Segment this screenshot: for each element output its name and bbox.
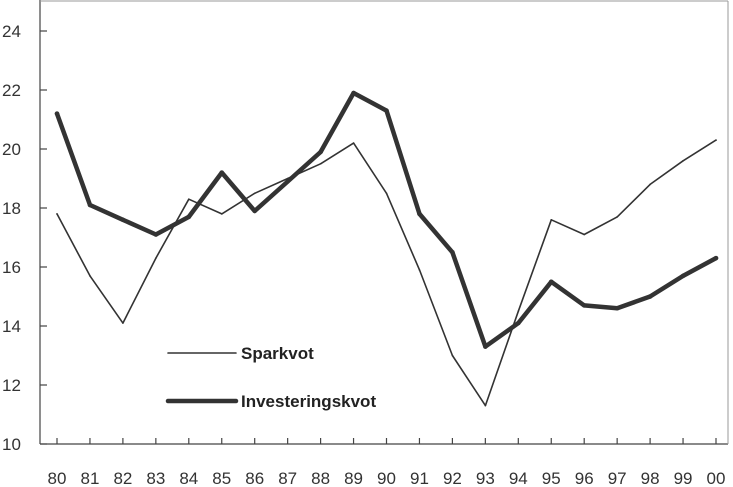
x-tick-label: 98 bbox=[641, 469, 660, 487]
x-tick-label: 94 bbox=[509, 469, 528, 487]
data-point bbox=[516, 320, 521, 326]
x-tick-label: 99 bbox=[674, 469, 693, 487]
x-tick-label: 93 bbox=[476, 469, 495, 487]
data-point bbox=[549, 279, 554, 284]
data-point bbox=[188, 198, 190, 200]
series-line-sparkvot bbox=[56, 139, 717, 407]
data-point bbox=[351, 90, 356, 96]
data-point bbox=[56, 213, 58, 215]
data-point bbox=[647, 294, 653, 299]
y-tick-label: 18 bbox=[2, 199, 21, 218]
legend-label: Investeringskvot bbox=[241, 392, 376, 411]
x-tick-label: 84 bbox=[179, 469, 198, 487]
x-tick-label: 88 bbox=[311, 469, 330, 487]
x-tick-label: 90 bbox=[377, 469, 396, 487]
data-point bbox=[186, 214, 192, 220]
data-point bbox=[120, 217, 126, 223]
data-point bbox=[583, 233, 585, 236]
x-tick-label: 91 bbox=[410, 469, 429, 487]
y-axis-ticks: 10 12 14 16 18 20 22 24 bbox=[2, 22, 47, 454]
data-point bbox=[649, 183, 651, 186]
x-tick-label: 89 bbox=[344, 469, 363, 487]
data-point bbox=[318, 149, 323, 155]
x-tick-label: 80 bbox=[48, 469, 67, 487]
y-tick-label: 14 bbox=[2, 317, 21, 336]
data-point bbox=[417, 211, 422, 217]
x-tick-label: 95 bbox=[542, 469, 561, 487]
plot-frame bbox=[39, 0, 729, 445]
data-point bbox=[352, 142, 355, 144]
data-point bbox=[253, 192, 256, 195]
data-point bbox=[682, 160, 684, 162]
x-tick-label: 97 bbox=[608, 469, 627, 487]
y-tick-label: 12 bbox=[2, 376, 21, 395]
data-point bbox=[680, 273, 686, 279]
data-point bbox=[219, 170, 224, 175]
x-tick-label: 86 bbox=[245, 469, 264, 487]
legend: Sparkvot Investeringskvot bbox=[165, 344, 376, 411]
data-point bbox=[155, 257, 157, 259]
data-point bbox=[713, 255, 719, 261]
data-point bbox=[517, 310, 520, 313]
y-tick-label: 20 bbox=[2, 140, 21, 159]
x-tick-label: 92 bbox=[443, 469, 462, 487]
data-point bbox=[319, 162, 322, 165]
data-point bbox=[451, 354, 454, 357]
x-tick-label: 83 bbox=[146, 469, 165, 487]
data-point bbox=[484, 404, 487, 407]
y-tick-label: 16 bbox=[2, 258, 21, 277]
data-point bbox=[550, 219, 553, 221]
y-tick-label: 24 bbox=[2, 22, 21, 41]
x-tick-label: 00 bbox=[707, 469, 726, 487]
data-point bbox=[614, 306, 620, 311]
data-point bbox=[153, 232, 159, 237]
y-tick-label: 10 bbox=[2, 435, 21, 454]
data-point bbox=[581, 303, 587, 308]
x-tick-label: 96 bbox=[575, 469, 594, 487]
x-tick-label: 82 bbox=[113, 469, 132, 487]
data-point bbox=[450, 250, 455, 255]
data-point bbox=[418, 269, 421, 271]
data-point bbox=[384, 108, 389, 113]
data-point bbox=[483, 344, 488, 349]
data-point bbox=[54, 111, 60, 116]
x-tick-label: 87 bbox=[278, 469, 297, 487]
data-point bbox=[252, 208, 257, 214]
x-axis-ticks: 80 81 82 83 84 85 86 87 88 89 90 91 92 93 94 95 96 97 98 99… bbox=[48, 438, 726, 487]
data-point bbox=[385, 192, 388, 195]
data-point bbox=[715, 139, 717, 141]
legend-label: Sparkvot bbox=[241, 344, 314, 363]
data-point bbox=[122, 322, 124, 324]
x-tick-label: 85 bbox=[212, 469, 231, 487]
data-point bbox=[616, 216, 618, 218]
series-lines bbox=[54, 90, 719, 407]
data-point bbox=[89, 275, 91, 277]
data-point bbox=[285, 179, 290, 184]
data-point bbox=[220, 213, 223, 215]
data-point bbox=[87, 202, 93, 208]
x-tick-label: 81 bbox=[80, 469, 99, 487]
y-tick-label: 22 bbox=[2, 81, 21, 100]
